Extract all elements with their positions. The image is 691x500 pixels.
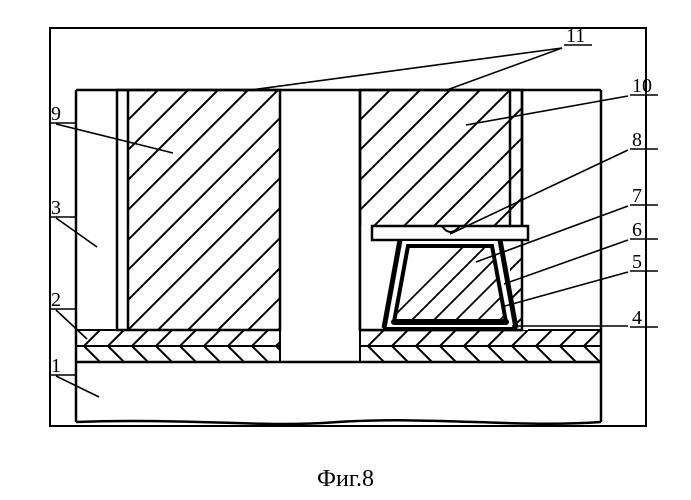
figure-caption: Фиг.8	[0, 466, 691, 493]
figure-container: { "type": "engineering-cross-section", "…	[0, 0, 691, 500]
diagram-svg: 11 10 9 8 3 7 6 5 2 4 1	[0, 0, 691, 500]
svg-text:1: 1	[51, 355, 61, 377]
svg-text:2: 2	[51, 289, 61, 311]
svg-text:10: 10	[632, 75, 652, 97]
svg-text:9: 9	[51, 103, 61, 125]
svg-text:7: 7	[632, 185, 642, 207]
svg-text:6: 6	[632, 219, 642, 241]
svg-text:3: 3	[51, 197, 61, 219]
svg-text:4: 4	[632, 307, 642, 329]
svg-text:5: 5	[632, 251, 642, 273]
svg-text:11: 11	[566, 25, 585, 47]
svg-text:8: 8	[632, 129, 642, 151]
